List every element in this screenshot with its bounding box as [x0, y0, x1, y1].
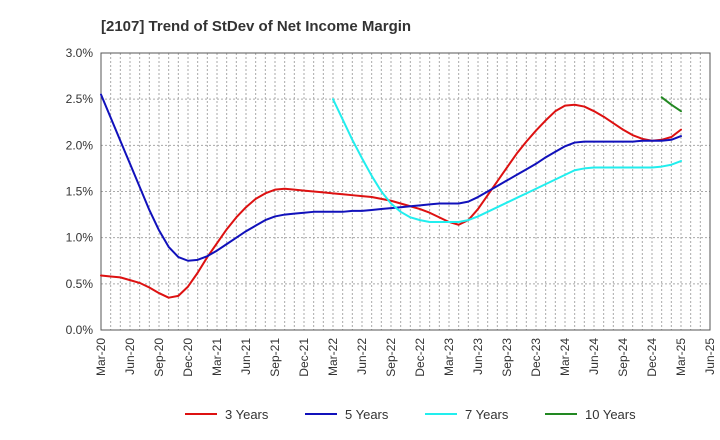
- x-tick-label: Mar-23: [442, 338, 456, 376]
- x-tick-label: Mar-20: [94, 338, 108, 376]
- y-tick-label: 2.0%: [66, 138, 94, 152]
- legend-item-10-years: 10 Years: [545, 407, 636, 422]
- plot-area-border: [100, 52, 711, 331]
- x-tick-label: Sep-21: [268, 338, 282, 377]
- series-line-3-years: [100, 103, 682, 299]
- x-tick-label: Dec-24: [645, 338, 659, 377]
- y-tick-label: 3.0%: [66, 46, 94, 60]
- series-line-7-years: [332, 98, 682, 223]
- x-tick-label: Sep-24: [616, 338, 630, 377]
- x-tick-label: Sep-20: [152, 338, 166, 377]
- x-tick-label: Jun-21: [239, 338, 253, 375]
- x-tick-label: Jun-24: [587, 338, 601, 375]
- y-tick-label: 0.0%: [66, 323, 94, 337]
- y-tick-label: 2.5%: [66, 92, 94, 106]
- y-tick-label: 1.0%: [66, 231, 94, 245]
- grid-layer: [100, 52, 711, 331]
- y-tick-label: 0.5%: [66, 277, 94, 291]
- x-tick-label: Dec-21: [297, 338, 311, 377]
- x-tick-label: Jun-22: [355, 338, 369, 375]
- x-tick-label: Dec-20: [181, 338, 195, 377]
- x-tick-label: Sep-22: [384, 338, 398, 377]
- x-tick-label: Mar-21: [210, 338, 224, 376]
- legend-item-7-years: 7 Years: [425, 407, 509, 422]
- legend-item-3-years: 3 Years: [185, 407, 269, 422]
- axes-layer: 0.0% 0.5% 1.0% 1.5% 2.0% 2.5% 3.0% Mar-20 Jun-20…: [66, 46, 717, 377]
- series-line-5-years: [100, 93, 682, 262]
- x-tick-label: Jun-23: [471, 338, 485, 375]
- x-tick-label: Mar-24: [558, 338, 572, 376]
- series-layer: [100, 93, 682, 299]
- x-tick-label: Jun-20: [123, 338, 137, 375]
- x-tick-label: Dec-22: [413, 338, 427, 377]
- x-tick-label: Dec-23: [529, 338, 543, 377]
- y-tick-label: 1.5%: [66, 185, 94, 199]
- series-line-10-years: [660, 96, 682, 113]
- legend-label: 7 Years: [465, 407, 509, 422]
- x-tick-label: Mar-22: [326, 338, 340, 376]
- chart-title: [2107] Trend of StDev of Net Income Marg…: [101, 18, 411, 35]
- x-tick-label: Jun-25: [703, 338, 717, 375]
- legend: 3 Years 5 Years 7 Years 10 Years: [185, 407, 636, 422]
- legend-label: 10 Years: [585, 407, 636, 422]
- x-tick-label: Sep-23: [500, 338, 514, 377]
- legend-label: 5 Years: [345, 407, 389, 422]
- legend-item-5-years: 5 Years: [305, 407, 389, 422]
- legend-label: 3 Years: [225, 407, 269, 422]
- x-tick-label: Mar-25: [674, 338, 688, 376]
